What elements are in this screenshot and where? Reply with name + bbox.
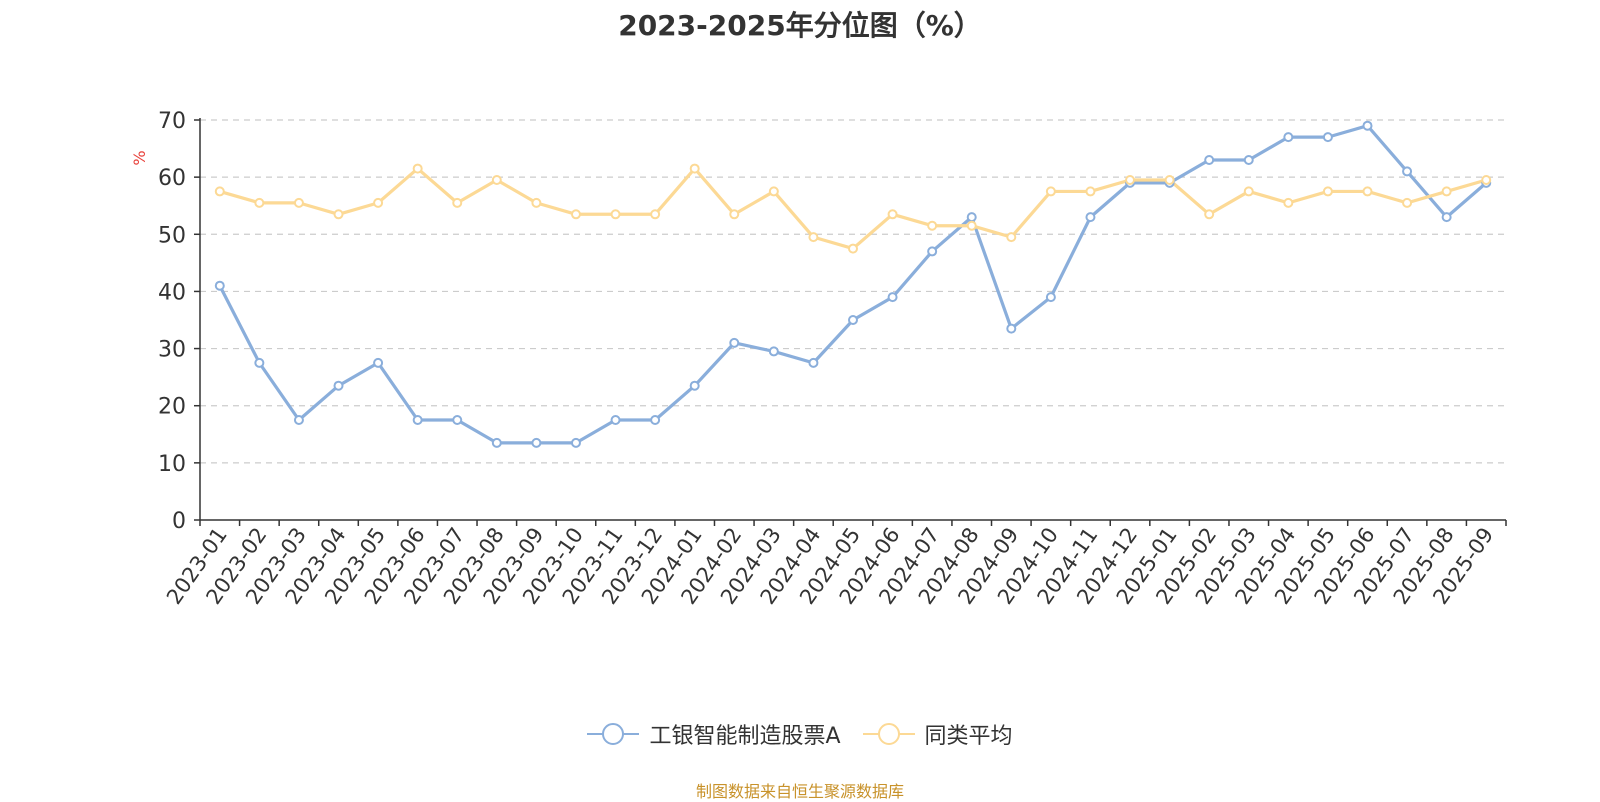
data-point xyxy=(531,197,542,208)
series-line-1 xyxy=(219,166,1487,251)
data-point xyxy=(650,415,661,425)
data-point xyxy=(293,415,304,425)
source-note: 制图数据来自恒生聚源数据库 xyxy=(695,782,904,801)
data-point xyxy=(887,209,898,220)
data-point xyxy=(412,163,423,174)
y-tick-label: 70 xyxy=(158,109,186,134)
legend-label-fund: 工银智能制造股票A xyxy=(649,724,841,749)
data-point xyxy=(689,163,700,174)
series-layer xyxy=(214,120,1492,448)
data-point xyxy=(1283,197,1294,208)
y-tick-label: 0 xyxy=(172,509,186,534)
y-tick-label: 40 xyxy=(158,280,186,305)
data-point xyxy=(452,197,463,208)
data-point xyxy=(808,232,819,243)
data-point xyxy=(1441,186,1452,197)
data-point xyxy=(333,380,344,391)
data-point xyxy=(610,415,621,425)
legend: 工银智能制造股票A 同类平均 xyxy=(0,718,1600,750)
data-point xyxy=(1164,175,1175,185)
legend-item-peer-average[interactable]: 同类平均 xyxy=(862,718,1013,750)
y-tick-label: 10 xyxy=(158,452,186,477)
data-point xyxy=(1045,292,1056,303)
data-point xyxy=(650,209,661,220)
data-point xyxy=(966,212,977,223)
data-point xyxy=(1085,186,1096,197)
data-point xyxy=(1362,120,1373,131)
legend-swatch-fund-icon xyxy=(587,723,640,745)
y-tick-label: 60 xyxy=(158,166,186,191)
data-point xyxy=(927,246,938,257)
data-point xyxy=(570,437,581,448)
legend-swatch-peer-icon xyxy=(862,723,915,745)
y-tick-label: 20 xyxy=(158,395,186,420)
data-point xyxy=(848,315,858,325)
data-point xyxy=(729,209,740,220)
data-point xyxy=(1204,209,1215,220)
data-point xyxy=(1204,155,1215,165)
data-point xyxy=(927,220,938,231)
grid-lines xyxy=(200,119,1506,464)
data-point xyxy=(1125,175,1136,185)
y-axis-label: % xyxy=(130,150,149,165)
data-point xyxy=(729,337,740,348)
data-point xyxy=(214,186,225,197)
data-point xyxy=(887,292,898,303)
legend-label-peer-average: 同类平均 xyxy=(924,724,1013,749)
data-point xyxy=(293,197,304,208)
data-point xyxy=(1481,175,1492,185)
data-point xyxy=(491,175,502,185)
data-point xyxy=(1006,323,1017,334)
data-point xyxy=(1045,186,1056,197)
data-point xyxy=(412,415,423,425)
data-point xyxy=(1441,212,1452,223)
data-point xyxy=(1243,155,1254,165)
chart-title: 2023-2025年分位图（%） xyxy=(618,9,982,42)
data-point xyxy=(1362,186,1373,197)
data-point xyxy=(966,220,977,231)
data-point xyxy=(254,357,265,368)
data-point xyxy=(1402,166,1413,177)
data-point xyxy=(373,197,384,208)
data-point xyxy=(214,280,225,291)
data-point xyxy=(1283,132,1294,143)
data-point xyxy=(1322,132,1333,143)
y-tick-label: 30 xyxy=(158,338,186,363)
data-point xyxy=(570,209,581,220)
data-point xyxy=(689,380,700,391)
y-tick-label: 50 xyxy=(158,223,186,248)
data-point xyxy=(1322,186,1333,197)
data-point xyxy=(333,209,344,220)
data-point xyxy=(1006,232,1017,243)
legend-item-fund[interactable]: 工银智能制造股票A xyxy=(587,718,841,750)
data-point xyxy=(491,437,502,448)
data-point xyxy=(1243,186,1254,197)
data-point xyxy=(808,357,819,368)
data-point xyxy=(373,357,384,368)
data-point xyxy=(254,197,265,208)
data-point xyxy=(848,243,858,254)
data-point xyxy=(768,186,779,197)
data-point xyxy=(1085,212,1096,223)
data-point xyxy=(452,415,463,425)
data-point xyxy=(531,437,542,448)
series-line-0 xyxy=(218,124,1488,445)
data-point xyxy=(768,346,779,357)
data-point xyxy=(1402,197,1413,208)
data-point xyxy=(610,209,621,220)
